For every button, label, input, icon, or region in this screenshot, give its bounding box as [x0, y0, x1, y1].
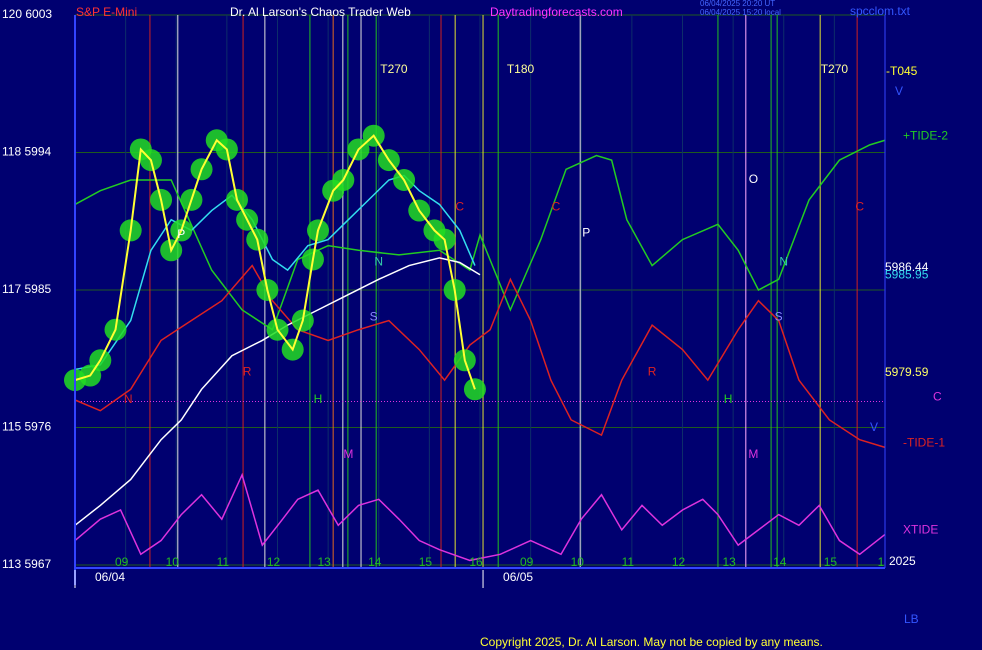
date-label: 06/04: [95, 570, 125, 584]
series-label: +TIDE-2: [903, 128, 948, 142]
annotation: O: [749, 172, 758, 186]
series-label: XTIDE: [903, 523, 938, 537]
series-line: [74, 264, 886, 449]
annotation: T270: [380, 62, 408, 76]
annotation: H: [314, 392, 323, 406]
y-tick-label: 113 5967: [2, 557, 51, 571]
date-label: 06/05: [503, 570, 533, 584]
level-label: C: [933, 390, 942, 404]
series-label: -TIDE-1: [903, 436, 945, 450]
x-tick-label: 14: [368, 555, 382, 569]
instrument: S&P E-Mini: [76, 5, 137, 19]
y-tick-label: 120 6003: [2, 7, 52, 21]
timestamp: 06/04/2025 15:20 local: [700, 8, 781, 17]
annotation: H: [724, 392, 733, 406]
price-label: 5986.44: [885, 260, 929, 274]
x-tick-label: 16: [469, 555, 483, 569]
v-mark: V: [895, 84, 903, 98]
x-tick-label: 13: [317, 555, 331, 569]
t-label: -T045: [886, 64, 918, 78]
x-tick-label: 1: [878, 555, 885, 569]
x-tick-label: 10: [166, 555, 180, 569]
series-line: [74, 174, 476, 371]
price-label: 5985.95: [885, 268, 929, 282]
annotation: S: [775, 310, 783, 324]
corner-label: LB: [904, 612, 919, 626]
x-tick-label: 15: [824, 555, 838, 569]
annotation: P: [177, 227, 185, 241]
y-tick-label: 115 5976: [2, 420, 51, 434]
site: Daytradingforecasts.com: [490, 5, 623, 19]
y-tick-label: 118 5994: [2, 145, 51, 159]
timestamp: 06/04/2025 20:20 UT: [700, 0, 775, 8]
x-tick-label: 09: [520, 555, 534, 569]
annotation: R: [243, 365, 252, 379]
v-mark: V: [870, 420, 878, 434]
annotation: T270: [821, 62, 849, 76]
x-tick-label: 12: [267, 555, 281, 569]
annotation: P: [582, 226, 590, 240]
annotation: C: [552, 200, 561, 214]
title: Dr. Al Larson's Chaos Trader Web: [230, 5, 411, 19]
annotation: N: [124, 392, 133, 406]
annotation: R: [648, 365, 657, 379]
x-tick-label: 10: [571, 555, 585, 569]
x-tick-label: 09: [115, 555, 129, 569]
price-label: 5979.59: [885, 365, 929, 379]
annotation: N: [779, 255, 788, 269]
annotation: S: [370, 310, 378, 324]
x-tick-label: 11: [217, 555, 230, 569]
file-name: spcclom.txt: [850, 4, 911, 18]
x-tick-label: 11: [622, 555, 635, 569]
copyright: Copyright 2025, Dr. Al Larson. May not b…: [480, 635, 823, 649]
y-tick-label: 117 5985: [2, 282, 51, 296]
x-tick-label: 12: [672, 555, 686, 569]
annotation: M: [343, 447, 353, 461]
year: 2025: [889, 554, 916, 568]
annotation: T180: [507, 62, 535, 76]
x-tick-label: 13: [722, 555, 736, 569]
annotation: N: [374, 255, 383, 269]
x-tick-label: 15: [419, 555, 433, 569]
series-line: [74, 472, 886, 562]
series-line: [74, 139, 886, 331]
annotation: M: [748, 447, 758, 461]
x-tick-label: 14: [773, 555, 787, 569]
plot-area: [64, 14, 886, 568]
annotation: C: [455, 200, 464, 214]
annotation: C: [855, 200, 864, 214]
series-line: [74, 134, 476, 390]
